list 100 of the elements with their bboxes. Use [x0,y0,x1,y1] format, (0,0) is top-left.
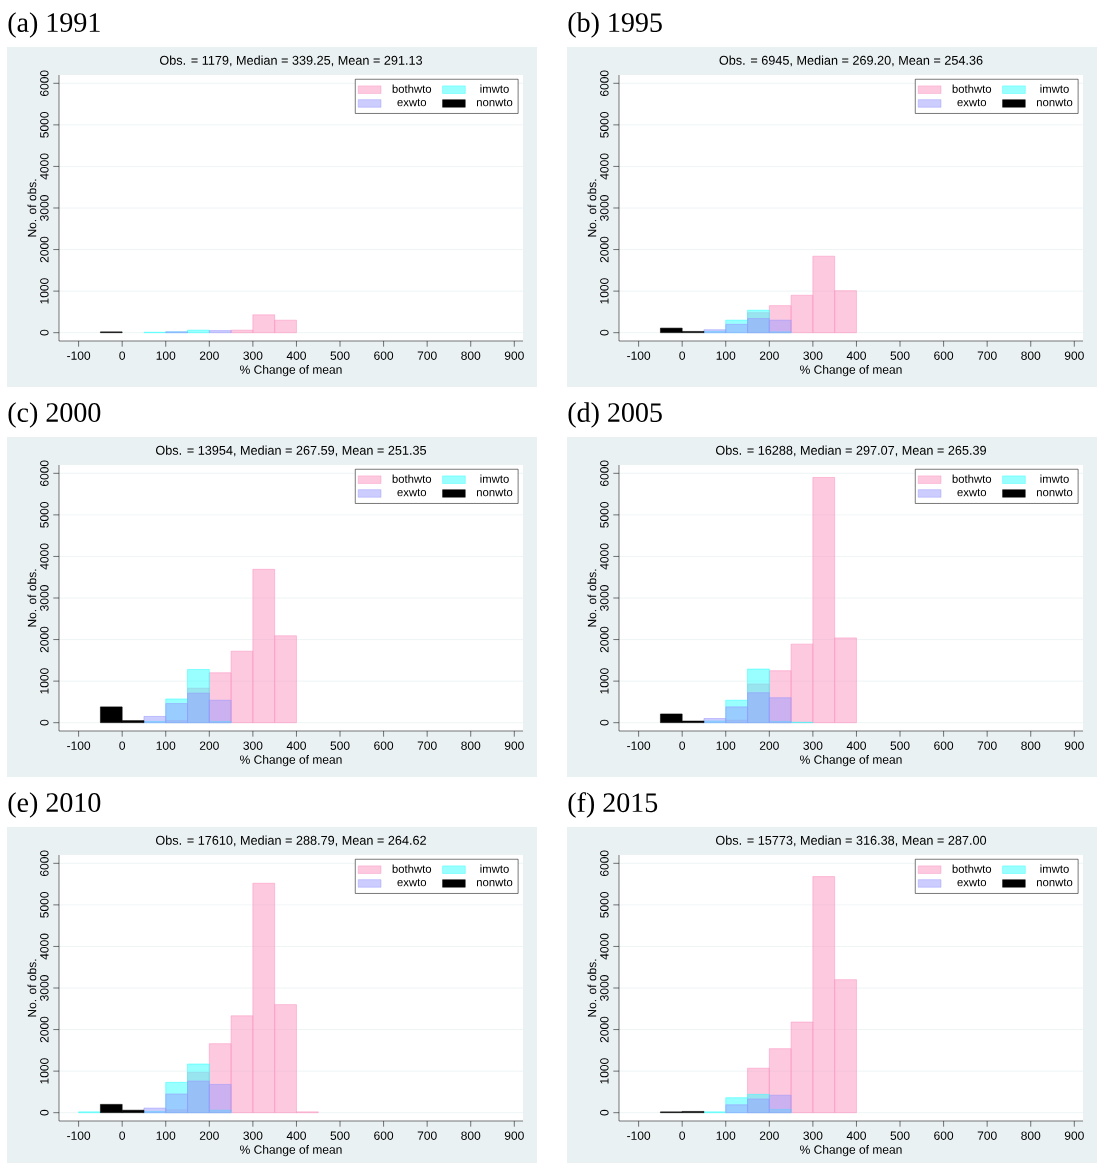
legend-label: exwto [957,488,987,497]
x-tick-label: 900 [504,1131,524,1140]
x-tick-label: 300 [803,1131,823,1140]
x-axis-title: % Change of mean [240,365,342,377]
x-tick-label: -100 [67,351,91,360]
y-tick-label: 6000 [600,460,609,487]
x-tick-label: 100 [716,1131,736,1140]
legend-label: exwto [397,488,427,497]
y-axis-title: No. of obs. [27,959,37,1017]
y-tick-label: 1000 [600,668,609,694]
x-tick-label: 800 [1021,741,1041,750]
y-axis-title: No. of obs. [587,179,597,237]
legend-label: nonwto [476,488,513,497]
x-tick-label: -100 [67,741,91,750]
x-tick-label: 800 [1021,1131,1041,1140]
y-tick-label: 5000 [600,892,609,918]
legend-label: nonwto [476,98,513,107]
legend-label: imwto [480,84,509,93]
x-tick-label: 200 [759,741,779,750]
x-tick-label: 600 [374,1131,394,1140]
legend-label: imwto [480,864,509,873]
x-tick-label: 100 [156,741,176,750]
x-tick-label: 400 [846,741,866,750]
legend-label: imwto [1040,474,1069,483]
x-tick-label: 600 [934,1131,954,1140]
x-tick-label: 0 [679,741,686,750]
y-tick-label: 2000 [600,236,609,263]
x-tick-label: 100 [156,351,176,360]
legend-label: nonwto [1036,878,1073,887]
x-tick-label: -100 [627,1131,651,1140]
y-tick-label: 6000 [40,70,49,97]
y-tick-label: 5000 [600,502,609,528]
y-tick-label: 6000 [600,70,609,97]
x-tick-label: 800 [461,741,481,750]
y-tick-label: 3000 [600,585,609,611]
legend-label: nonwto [476,878,513,887]
y-tick-label: 2000 [600,1016,609,1043]
y-tick-label: 0 [600,719,609,726]
y-tick-label: 0 [600,329,609,336]
y-tick-label: 2000 [40,236,49,263]
x-tick-label: 0 [119,1131,126,1140]
chart-title: (b) 1995 [568,12,662,38]
y-tick-label: 1000 [40,668,49,694]
x-tick-label: 200 [759,1131,779,1140]
x-tick-label: 700 [977,351,997,360]
x-tick-label: 400 [846,351,866,360]
x-axis-title: % Change of mean [240,755,342,767]
x-tick-label: -100 [627,351,651,360]
x-tick-label: 600 [374,741,394,750]
x-tick-label: 500 [890,741,910,750]
y-tick-label: 4000 [40,153,49,180]
legend-label: imwto [1040,864,1069,873]
legend-label: nonwto [1036,98,1073,107]
x-tick-label: 900 [1064,351,1084,360]
x-tick-label: 900 [1064,741,1084,750]
legend-label: bothwto [392,84,432,93]
y-tick-label: 1000 [40,1058,49,1084]
x-tick-label: 800 [461,351,481,360]
x-tick-label: 0 [679,351,686,360]
y-tick-label: 2000 [40,626,49,653]
x-tick-label: 600 [374,351,394,360]
x-tick-label: 400 [286,1131,306,1140]
legend-label: bothwto [392,864,432,873]
y-tick-label: 0 [40,329,49,336]
x-tick-label: 100 [716,351,736,360]
x-tick-label: 0 [679,1131,686,1140]
y-tick-label: 4000 [40,933,49,960]
y-axis-title: No. of obs. [27,179,37,237]
x-tick-label: 300 [243,741,263,750]
x-tick-label: 800 [461,1131,481,1140]
x-tick-label: 400 [286,741,306,750]
x-tick-label: 200 [199,741,219,750]
x-tick-label: 600 [934,741,954,750]
y-tick-label: 0 [600,1109,609,1116]
x-tick-label: 0 [119,741,126,750]
x-tick-label: 100 [716,741,736,750]
chart-subtitle: Obs. = 13954, Median = 267.59, Mean = 251.35 [155,445,427,457]
x-tick-label: -100 [67,1131,91,1140]
x-tick-label: -100 [627,741,651,750]
y-tick-label: 6000 [40,850,49,877]
x-tick-label: 500 [330,351,350,360]
x-tick-label: 100 [156,1131,176,1140]
chart-title: (f) 2015 [568,792,658,818]
x-tick-label: 400 [286,351,306,360]
y-tick-label: 1000 [600,278,609,304]
legend-label: nonwto [1036,488,1073,497]
y-axis-title: No. of obs. [27,569,37,627]
x-tick-label: 600 [934,351,954,360]
y-tick-label: 5000 [40,502,49,528]
y-tick-label: 2000 [40,1016,49,1043]
y-tick-label: 2000 [600,626,609,653]
chart-subtitle: Obs. = 15773, Median = 316.38, Mean = 287.00 [715,835,987,847]
x-tick-label: 700 [977,741,997,750]
x-axis-title: % Change of mean [800,365,902,377]
legend-label: imwto [480,474,509,483]
y-tick-label: 3000 [40,585,49,611]
y-tick-label: 1000 [40,278,49,304]
x-tick-label: 900 [504,741,524,750]
x-tick-label: 0 [119,351,126,360]
y-tick-label: 4000 [600,933,609,960]
